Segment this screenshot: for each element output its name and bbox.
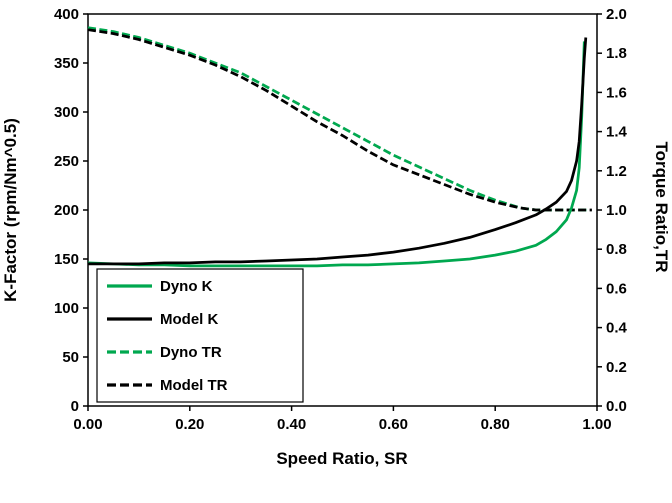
series-line-model-k [88, 37, 588, 266]
chart-legend: Dyno K Model K Dyno TR Model TR [96, 268, 304, 403]
left-tick-label: 150 [54, 251, 79, 268]
series-line-dyno-k [87, 41, 586, 268]
x-tick-label: 0.40 [277, 416, 306, 433]
series-layer [87, 26, 592, 268]
legend-item-dyno-tr: Dyno TR [107, 344, 222, 361]
x-tick-label: 0.60 [379, 416, 408, 433]
x-tick-label: 1.00 [582, 416, 611, 433]
series-line-dyno-tr [87, 26, 587, 212]
right-tick-label: 0.6 [606, 280, 627, 297]
left-tick-label: 100 [54, 300, 79, 317]
axes-layer: 0.00 0.20 0.40 0.60 0.80 1.00 0 50 100 150 200 250 3… [54, 6, 628, 433]
right-tick-label: 1.4 [606, 124, 628, 141]
right-tick-label: 2.0 [606, 6, 627, 23]
right-tick-label: 0.4 [606, 320, 628, 337]
x-tick-label: 0.00 [73, 416, 102, 433]
legend-label: Model K [160, 311, 218, 328]
right-tick-label: 1.2 [606, 163, 627, 180]
legend-item-dyno-k: Dyno K [107, 278, 213, 295]
right-tick-label: 1.0 [606, 202, 627, 219]
series-line-model-tr [87, 28, 592, 212]
left-axis-title: K-Factor (rpm/Nm^0.5) [1, 118, 20, 302]
legend-label: Dyno K [160, 278, 213, 295]
right-tick-label: 1.6 [606, 84, 627, 101]
legend-label: Dyno TR [160, 344, 222, 361]
right-axis-title: Torque Ratio,TR [652, 142, 671, 273]
left-tick-label: 200 [54, 202, 79, 219]
left-tick-label: 0 [71, 398, 79, 415]
legend-box [96, 268, 304, 403]
right-tick-label: 0.0 [606, 398, 627, 415]
legend-item-model-tr: Model TR [107, 377, 228, 394]
left-tick-label: 300 [54, 104, 79, 121]
legend-item-model-k: Model K [107, 311, 218, 328]
left-tick-label: 350 [54, 55, 79, 72]
legend-label: Model TR [160, 377, 228, 394]
x-axis-title: Speed Ratio, SR [276, 449, 407, 468]
right-tick-label: 0.8 [606, 241, 627, 258]
left-tick-label: 400 [54, 6, 79, 23]
x-tick-label: 0.80 [481, 416, 510, 433]
left-tick-label: 250 [54, 153, 79, 170]
left-tick-label: 50 [62, 349, 79, 366]
x-tick-label: 0.20 [175, 416, 204, 433]
right-tick-label: 1.8 [606, 45, 627, 62]
right-tick-label: 0.2 [606, 359, 627, 376]
